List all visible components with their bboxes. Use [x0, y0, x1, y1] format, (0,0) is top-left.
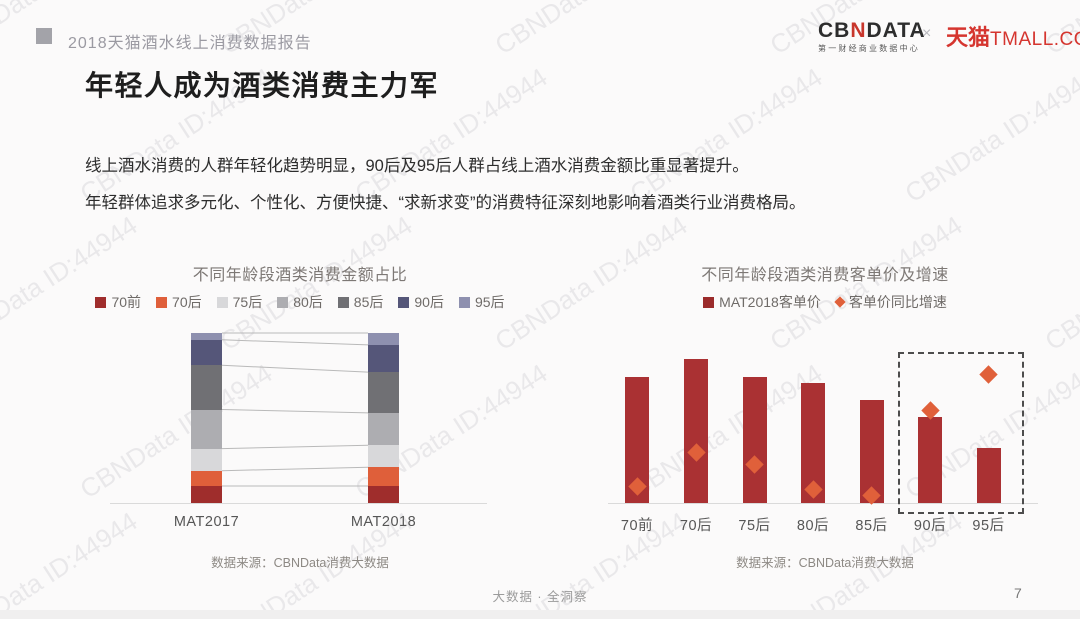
- body-line-1: 线上酒水消费的人群年轻化趋势明显，90后及95后人群占线上酒水消费金额比重显著提…: [85, 157, 749, 175]
- xlabel-90后: 90后: [913, 518, 947, 534]
- legend-label: MAT2018客单价: [719, 294, 821, 310]
- connector-line-80后: [221, 409, 369, 414]
- segment-70后: [368, 467, 399, 486]
- connector-line-70后: [221, 466, 369, 472]
- legend-label: 80后: [293, 294, 323, 310]
- legend-item-70前: 70前: [95, 292, 141, 312]
- segment-90后: [191, 339, 222, 366]
- segment-70前: [191, 486, 222, 503]
- stacked-bar-MAT2018: [368, 333, 399, 503]
- x-axis-line: [110, 503, 487, 504]
- body-text: 线上酒水消费的人群年轻化趋势明显，90后及95后人群占线上酒水消费金额比重显著提…: [85, 148, 806, 222]
- bar-95后: [976, 448, 1001, 503]
- bar-90后: [918, 417, 942, 503]
- legend-label: 95后: [474, 294, 505, 310]
- header-square-marker: [36, 28, 52, 44]
- legend-square-icon: [156, 296, 168, 308]
- legend-label: 90后: [414, 294, 444, 310]
- xlabel-80后: 80后: [796, 518, 830, 534]
- legend-square-icon: [216, 296, 228, 308]
- legend-item-85后: 85后: [337, 292, 384, 312]
- legend-item-70后: 70后: [156, 292, 202, 312]
- connector-line-75后: [221, 444, 369, 450]
- legend-label: 70前: [111, 294, 142, 310]
- legend-item-75后: 75后: [216, 292, 263, 312]
- connector-line-85后: [221, 364, 369, 373]
- segment-90后: [368, 344, 399, 373]
- watermark: CBNData ID:44944: [899, 61, 1080, 209]
- segment-70前: [368, 486, 399, 503]
- stacked-bar-MAT2017: [191, 333, 222, 503]
- segment-80后: [191, 409, 222, 449]
- chart-left-title: 不同年龄段酒类消费金额占比: [192, 267, 408, 284]
- legend-square-icon: [95, 296, 107, 308]
- tmall-logo-cn: 天猫: [946, 25, 991, 50]
- xlabel-85后: 85后: [855, 518, 888, 534]
- tmall-logo: 天猫TMALL.COM: [946, 20, 1080, 52]
- logo-separator-icon: ×: [922, 25, 932, 42]
- chart-age-share: 不同年龄段酒类消费金额占比 70前 70后 75后 80后 85后 90后 95后 MAT2…: [85, 255, 515, 575]
- segment-85后: [191, 365, 222, 410]
- xlabel-MAT2018: MAT2018: [350, 514, 417, 530]
- chart-right-plot: [600, 332, 1050, 505]
- xlabel-95后: 95后: [972, 518, 1005, 534]
- xlabel-70后: 70后: [679, 518, 713, 534]
- legend-square-icon: [398, 296, 410, 308]
- connector-line-90后: [221, 339, 369, 346]
- page-title: 年轻人成为酒类消费主力军: [85, 70, 440, 101]
- report-title: 2018天猫酒水线上消费数据报告: [68, 35, 312, 52]
- body-line-2: 年轻群体追求多元化、个性化、方便快捷、“求新求变”的消费特征深刻地影响着酒类行业…: [85, 194, 806, 212]
- legend-item-80后: 80后: [277, 292, 323, 312]
- segment-75后: [191, 448, 222, 471]
- segment-85后: [368, 372, 399, 413]
- segment-80后: [368, 412, 399, 446]
- connector-lines: [221, 332, 369, 487]
- legend-square-icon: [337, 296, 349, 308]
- legend-label: 70后: [172, 294, 202, 310]
- xlabel-70前: 70前: [620, 518, 654, 534]
- cbndata-logo-text: CBNDATA: [818, 19, 926, 42]
- legend-item-90后: 90后: [398, 292, 444, 312]
- bottom-strip: [0, 610, 1080, 619]
- x-axis-line: [608, 503, 1038, 504]
- watermark: CBNData ID:44944: [490, 0, 694, 61]
- tmall-logo-en: TMALL.COM: [990, 29, 1080, 50]
- segment-95后: [191, 333, 222, 340]
- legend-square-icon: [458, 296, 470, 308]
- chart-price-growth: 不同年龄段酒类消费客单价及增速 MAT2018客单价 客单价同比增速 70前 70后…: [600, 255, 1050, 575]
- highlight-box-90s-95s: [898, 352, 1024, 514]
- chart-right-source: 数据来源：CBNData消费大数据: [736, 556, 914, 570]
- legend-square-icon: [277, 296, 289, 308]
- chart-right-legend: MAT2018客单价 客单价同比增速: [600, 292, 1050, 312]
- segment-95后: [368, 333, 399, 345]
- segment-70后: [191, 470, 222, 486]
- cbndata-logo: CBNDATA 第一财经商业数据中心: [818, 20, 926, 54]
- legend-diamond-icon: [834, 296, 846, 308]
- footer-slogan: 大数据 · 全洞察: [492, 590, 588, 604]
- legend-square-icon: [703, 296, 715, 308]
- chart-right-title: 不同年龄段酒类消费客单价及增速: [701, 267, 949, 284]
- legend-item-客单价同比增速: 客单价同比增速: [834, 292, 947, 312]
- bar-85后: [859, 400, 884, 503]
- legend-label: 85后: [353, 294, 384, 310]
- xlabel-75后: 75后: [738, 518, 771, 534]
- bar-70后: [684, 359, 708, 503]
- cbndata-logo-subtitle: 第一财经商业数据中心: [818, 44, 920, 53]
- chart-left-legend: 70前 70后 75后 80后 85后 90后 95后: [85, 292, 515, 312]
- segment-75后: [368, 445, 399, 468]
- cbndata-logo-n: N: [850, 19, 867, 42]
- legend-item-95后: 95后: [458, 292, 505, 312]
- xlabel-MAT2017: MAT2017: [173, 514, 240, 530]
- legend-item-MAT2018客单价: MAT2018客单价: [703, 292, 821, 312]
- chart-left-plot: [85, 332, 515, 504]
- page-number: 7: [1014, 585, 1022, 601]
- chart-left-source: 数据来源：CBNData消费大数据: [211, 556, 389, 570]
- legend-label: 75后: [232, 294, 263, 310]
- bar-75后: [742, 377, 767, 503]
- legend-label: 客单价同比增速: [848, 294, 947, 310]
